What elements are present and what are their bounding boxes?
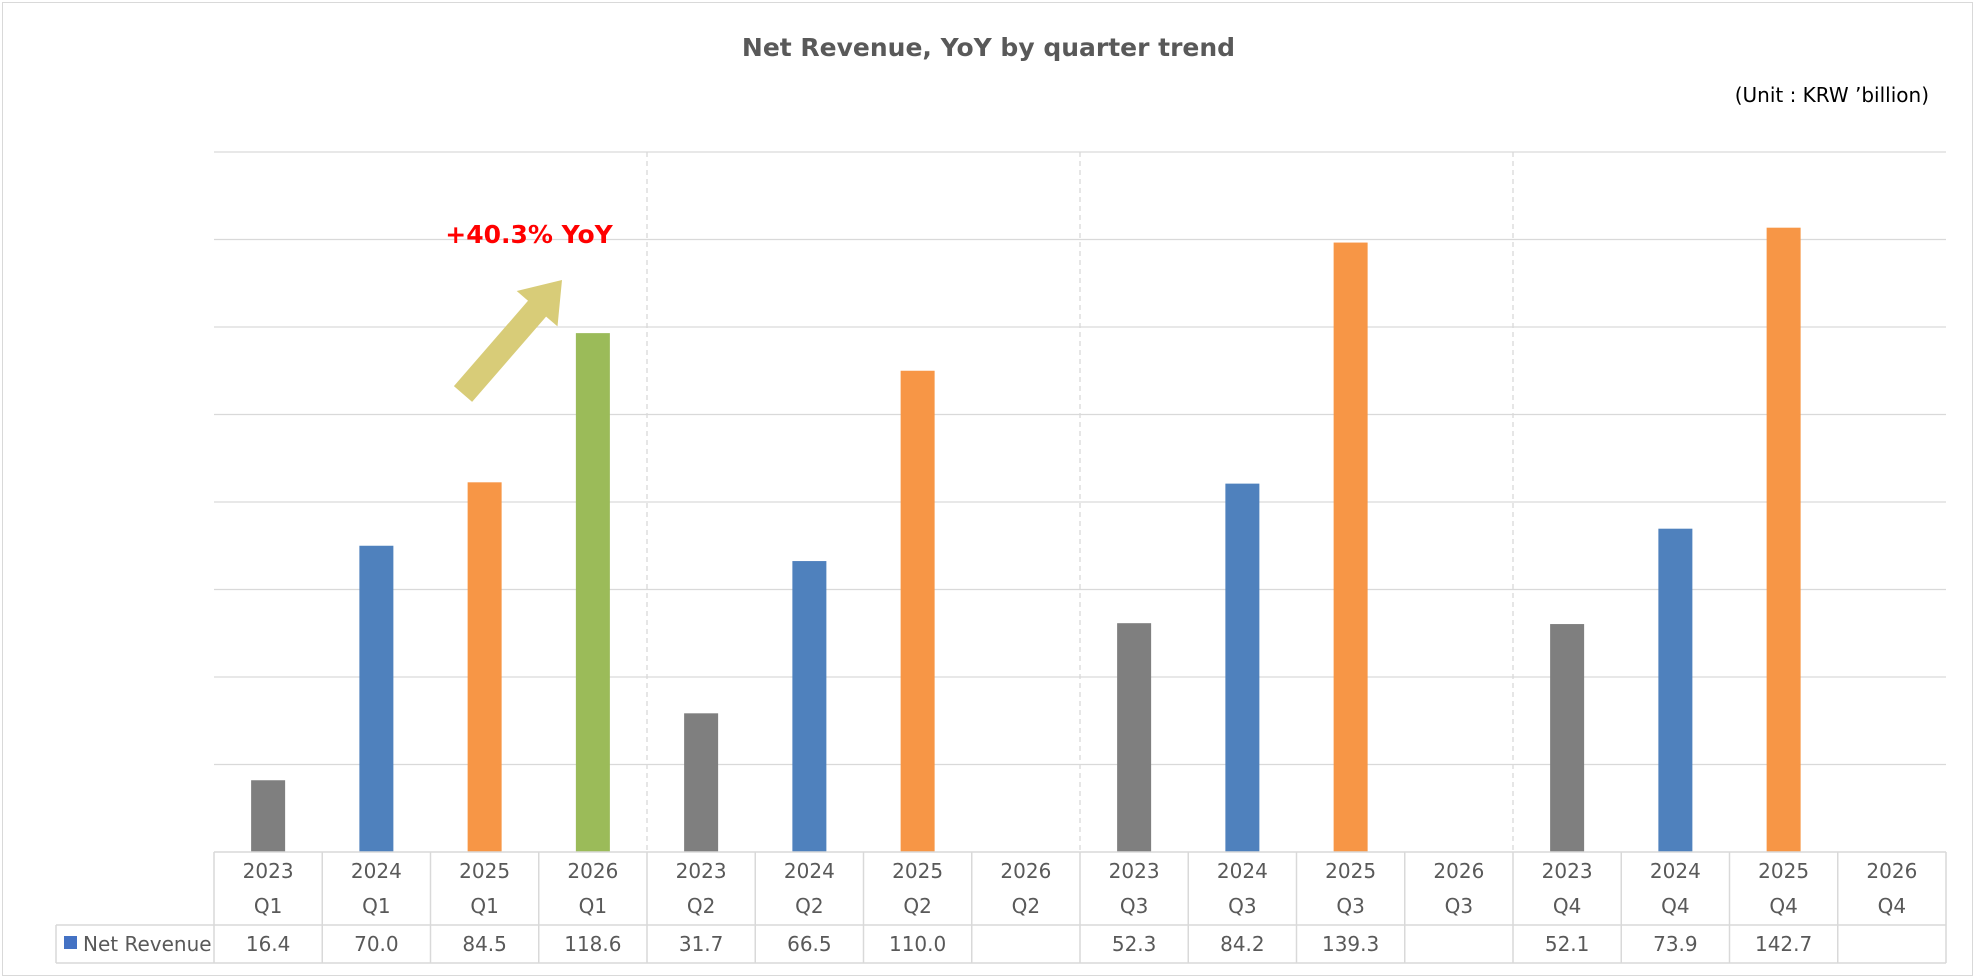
yoy-annotation: +40.3% YoY <box>445 220 613 249</box>
category-year-label: 2025 <box>1325 859 1376 883</box>
category-quarter-label: Q3 <box>1228 894 1256 918</box>
bar <box>251 780 286 852</box>
category-year-label: 2023 <box>1542 859 1593 883</box>
bar <box>1117 623 1152 852</box>
bar <box>575 333 610 852</box>
data-label: 142.7 <box>1755 932 1812 956</box>
category-quarter-label: Q1 <box>470 894 498 918</box>
data-label: 139.3 <box>1322 932 1379 956</box>
bar <box>467 482 502 852</box>
category-quarter-label: Q2 <box>1012 894 1040 918</box>
data-label: 52.3 <box>1112 932 1157 956</box>
data-label: 52.1 <box>1545 932 1590 956</box>
bar <box>359 545 394 852</box>
category-quarter-label: Q4 <box>1769 894 1797 918</box>
category-quarter-label: Q1 <box>579 894 607 918</box>
bar <box>1225 483 1260 852</box>
category-year-label: 2026 <box>567 859 618 883</box>
unit-label: (Unit : KRW ’billion) <box>1735 83 1929 107</box>
bar <box>1550 624 1585 852</box>
bar <box>1766 227 1801 852</box>
arrow-up-right-icon <box>453 280 562 402</box>
category-year-label: 2023 <box>1109 859 1160 883</box>
category-year-label: 2023 <box>676 859 727 883</box>
data-label: 16.4 <box>246 932 291 956</box>
category-quarter-label: Q4 <box>1661 894 1689 918</box>
data-label: 73.9 <box>1653 932 1698 956</box>
category-year-label: 2026 <box>1433 859 1484 883</box>
legend-swatch <box>64 936 77 949</box>
category-quarter-label: Q2 <box>687 894 715 918</box>
category-year-label: 2026 <box>1000 859 1051 883</box>
bar <box>900 370 935 852</box>
category-quarter-label: Q2 <box>903 894 931 918</box>
data-label: 66.5 <box>787 932 832 956</box>
data-label: 84.2 <box>1220 932 1265 956</box>
category-quarter-label: Q1 <box>362 894 390 918</box>
bar <box>792 561 827 852</box>
chart-title: Net Revenue, YoY by quarter trend <box>742 33 1235 62</box>
category-quarter-label: Q4 <box>1553 894 1581 918</box>
category-year-label: 2024 <box>1650 859 1701 883</box>
category-year-label: 2025 <box>892 859 943 883</box>
category-year-label: 2025 <box>459 859 510 883</box>
legend-label: Net Revenue <box>83 932 212 956</box>
category-year-label: 2023 <box>243 859 294 883</box>
data-label: 70.0 <box>354 932 399 956</box>
data-label: 84.5 <box>462 932 507 956</box>
bar <box>1333 242 1368 852</box>
data-label: 118.6 <box>564 932 621 956</box>
category-quarter-label: Q2 <box>795 894 823 918</box>
category-year-label: 2024 <box>784 859 835 883</box>
bar <box>684 713 719 852</box>
category-quarter-label: Q3 <box>1445 894 1473 918</box>
data-label: 110.0 <box>889 932 946 956</box>
data-label: 31.7 <box>679 932 724 956</box>
category-quarter-label: Q1 <box>254 894 282 918</box>
category-quarter-label: Q3 <box>1120 894 1148 918</box>
category-year-label: 2024 <box>1217 859 1268 883</box>
category-year-label: 2026 <box>1866 859 1917 883</box>
category-year-label: 2024 <box>351 859 402 883</box>
category-quarter-label: Q4 <box>1878 894 1906 918</box>
bar <box>1658 528 1693 852</box>
category-quarter-label: Q3 <box>1336 894 1364 918</box>
category-year-label: 2025 <box>1758 859 1809 883</box>
